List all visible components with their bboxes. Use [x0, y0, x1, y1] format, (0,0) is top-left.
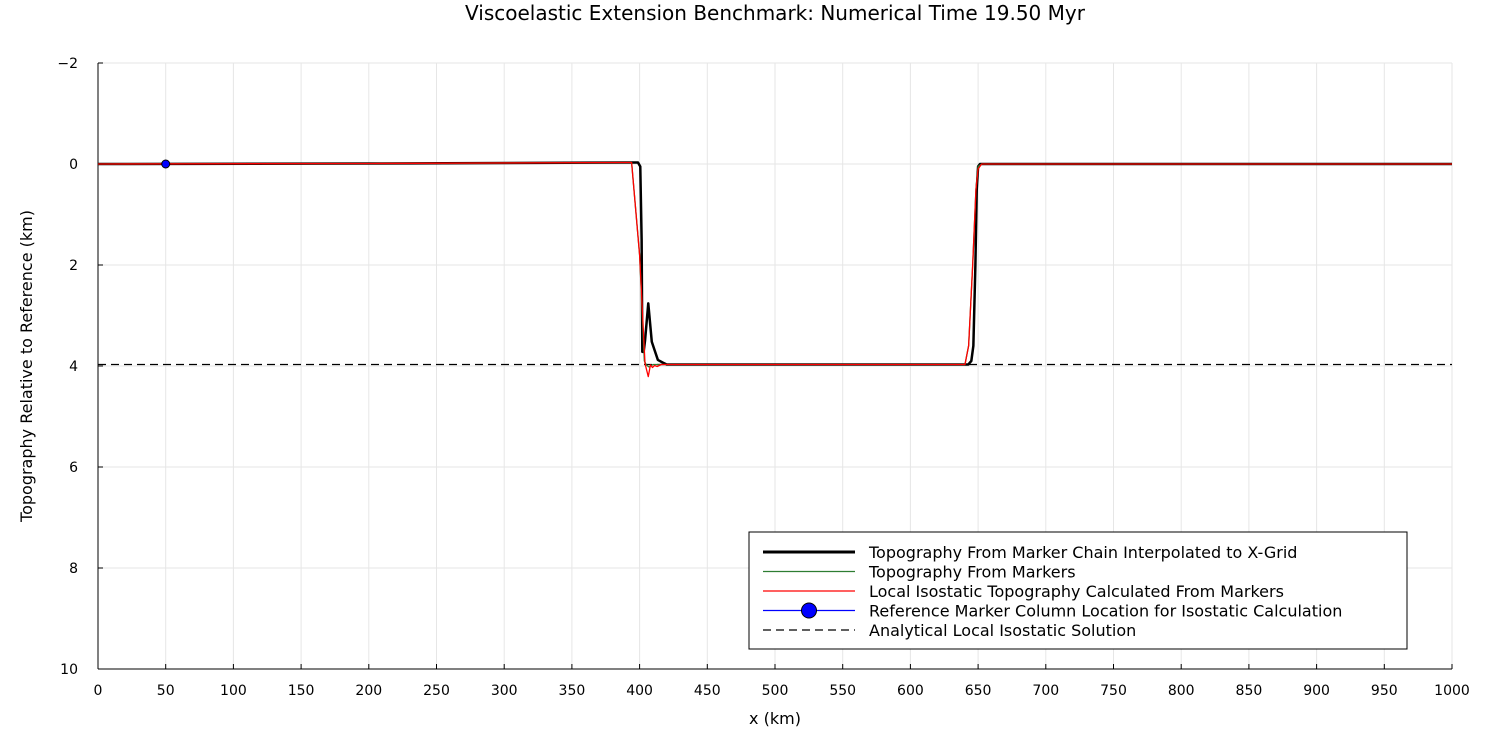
y-tick-label: 10	[60, 662, 78, 678]
series-line	[97, 161, 1452, 378]
x-tick-label: 500	[762, 683, 789, 699]
legend-label: Analytical Local Isostatic Solution	[869, 621, 1136, 640]
y-tick-label: −2	[57, 56, 78, 72]
y-tick-label: 0	[69, 157, 78, 173]
y-axis-label: Topography Relative to Reference (km)	[17, 210, 36, 523]
legend-label: Topography From Marker Chain Interpolate…	[868, 543, 1297, 562]
y-tick-label: 2	[69, 258, 78, 274]
y-tick-label: 6	[69, 460, 78, 476]
x-tick-label: 550	[829, 683, 856, 699]
x-tick-label: 650	[965, 683, 992, 699]
y-tick-label: 4	[69, 359, 78, 375]
x-axis-label: x (km)	[749, 709, 801, 728]
x-tick-label: 850	[1236, 683, 1263, 699]
x-tick-label: 100	[220, 683, 247, 699]
x-tick-label: 200	[355, 683, 382, 699]
x-tick-label: 600	[897, 683, 924, 699]
legend-marker	[801, 602, 817, 619]
x-tick-label: 750	[1100, 683, 1127, 699]
x-tick-label: 700	[1032, 683, 1059, 699]
x-tick-label: 950	[1371, 683, 1398, 699]
x-tick-label: 350	[559, 683, 586, 699]
x-tick-label: 900	[1303, 683, 1330, 699]
x-tick-label: 250	[423, 683, 450, 699]
reference-marker-point	[161, 159, 171, 169]
x-tick-label: 150	[288, 683, 315, 699]
x-tick-label: 450	[694, 683, 721, 699]
legend-label: Local Isostatic Topography Calculated Fr…	[869, 582, 1284, 601]
x-tick-label: 400	[626, 683, 653, 699]
x-tick-label: 0	[94, 683, 103, 699]
y-tick-label: 8	[69, 561, 78, 577]
legend-label: Topography From Markers	[868, 563, 1076, 582]
legend-label: Reference Marker Column Location for Iso…	[869, 602, 1342, 621]
legend-box	[748, 531, 1408, 650]
x-tick-label: 50	[157, 683, 175, 699]
chart-title: Viscoelastic Extension Benchmark: Numeri…	[465, 1, 1086, 25]
x-tick-label: 1000	[1434, 683, 1470, 699]
x-tick-label: 300	[491, 683, 518, 699]
x-tick-label: 800	[1168, 683, 1195, 699]
